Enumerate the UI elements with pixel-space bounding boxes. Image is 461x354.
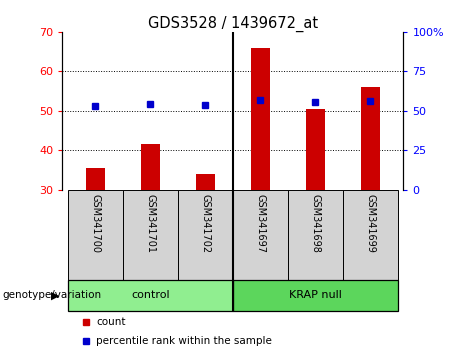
Bar bbox=[361, 87, 380, 190]
Text: percentile rank within the sample: percentile rank within the sample bbox=[96, 336, 272, 346]
Bar bbox=[251, 48, 270, 190]
Text: count: count bbox=[96, 317, 126, 327]
Bar bbox=[233, 190, 288, 280]
Text: GSM341702: GSM341702 bbox=[200, 194, 210, 253]
Bar bbox=[123, 190, 178, 280]
Bar bbox=[195, 174, 215, 190]
Text: control: control bbox=[131, 291, 170, 301]
Bar bbox=[178, 190, 233, 280]
Title: GDS3528 / 1439672_at: GDS3528 / 1439672_at bbox=[148, 16, 318, 32]
Bar bbox=[86, 168, 105, 190]
Text: genotype/variation: genotype/variation bbox=[2, 291, 101, 301]
Text: GSM341700: GSM341700 bbox=[90, 194, 100, 253]
Text: ▶: ▶ bbox=[51, 291, 59, 301]
Text: GSM341701: GSM341701 bbox=[145, 194, 155, 253]
Text: GSM341699: GSM341699 bbox=[366, 194, 375, 253]
Text: KRAP null: KRAP null bbox=[289, 291, 342, 301]
Bar bbox=[68, 190, 123, 280]
Bar bbox=[233, 280, 398, 311]
Text: GSM341698: GSM341698 bbox=[310, 194, 320, 253]
Bar bbox=[343, 190, 398, 280]
Text: GSM341697: GSM341697 bbox=[255, 194, 266, 253]
Bar bbox=[288, 190, 343, 280]
Bar bbox=[141, 144, 160, 190]
Bar bbox=[306, 109, 325, 190]
Bar bbox=[68, 280, 233, 311]
